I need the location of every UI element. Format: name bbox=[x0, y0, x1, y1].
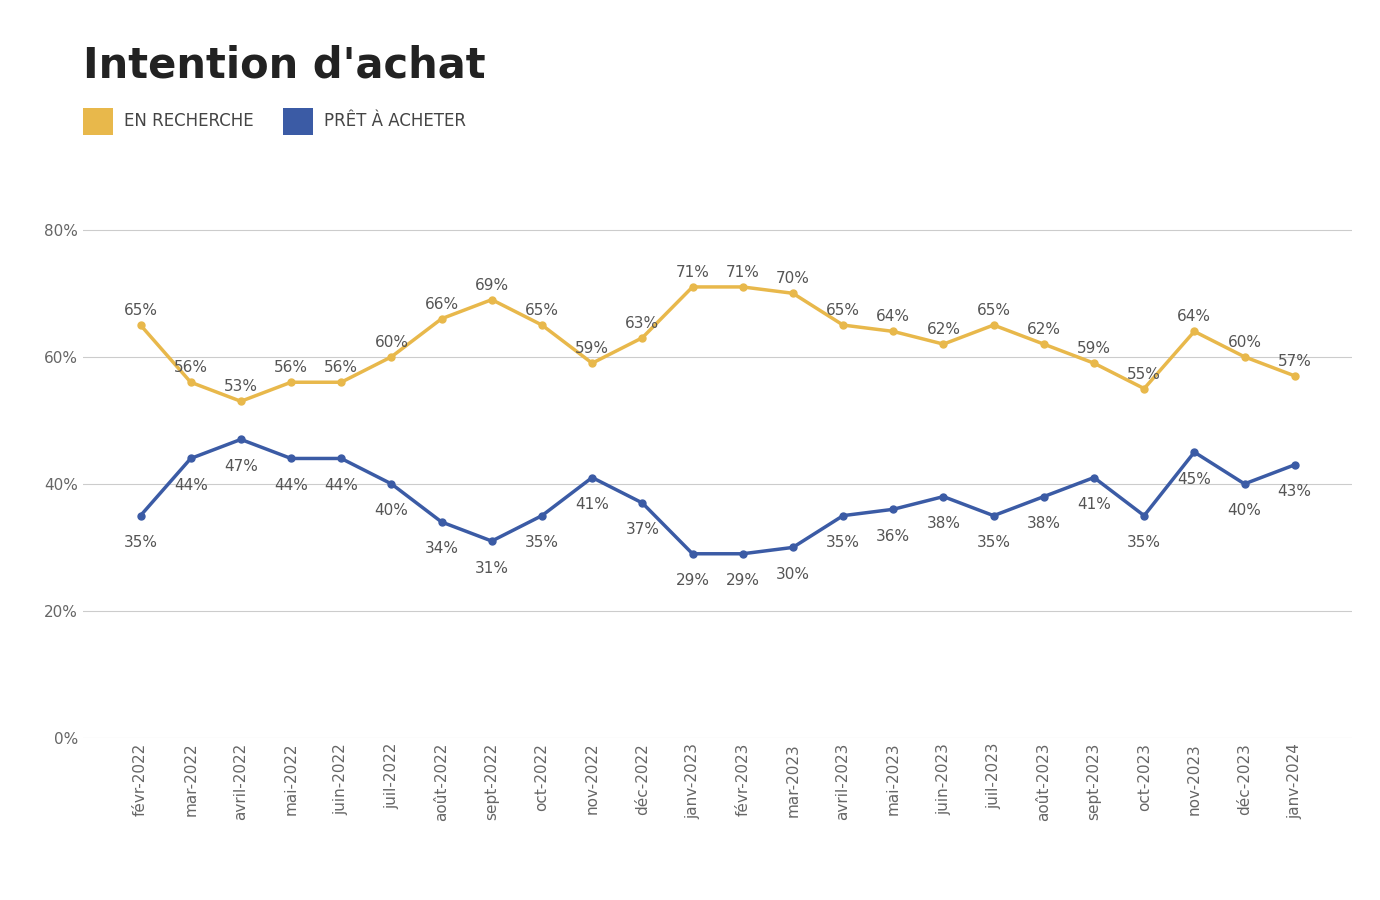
Text: 64%: 64% bbox=[1177, 310, 1212, 325]
Text: 71%: 71% bbox=[676, 265, 709, 280]
Text: PRÊT À ACHETER: PRÊT À ACHETER bbox=[324, 112, 466, 130]
Text: 65%: 65% bbox=[123, 303, 157, 318]
Text: 35%: 35% bbox=[827, 536, 860, 550]
Text: 44%: 44% bbox=[275, 478, 308, 493]
Text: 59%: 59% bbox=[1076, 341, 1111, 356]
Text: 35%: 35% bbox=[977, 536, 1010, 550]
Text: 40%: 40% bbox=[1228, 503, 1261, 518]
Text: 40%: 40% bbox=[374, 503, 408, 518]
Text: 65%: 65% bbox=[977, 303, 1010, 318]
Text: 62%: 62% bbox=[926, 322, 960, 338]
Text: 69%: 69% bbox=[475, 278, 509, 293]
Text: Intention d'achat: Intention d'achat bbox=[83, 45, 486, 87]
Text: 63%: 63% bbox=[625, 316, 660, 331]
Text: 35%: 35% bbox=[1127, 536, 1161, 550]
Text: 45%: 45% bbox=[1177, 472, 1212, 487]
Text: 70%: 70% bbox=[776, 271, 810, 286]
Text: 29%: 29% bbox=[675, 573, 709, 589]
Text: 41%: 41% bbox=[575, 497, 609, 512]
Text: 62%: 62% bbox=[1027, 322, 1061, 338]
Text: 71%: 71% bbox=[726, 265, 759, 280]
Text: 56%: 56% bbox=[275, 360, 308, 375]
Text: 60%: 60% bbox=[374, 335, 408, 350]
Text: 60%: 60% bbox=[1227, 335, 1261, 350]
Text: 29%: 29% bbox=[726, 573, 760, 589]
Text: 53%: 53% bbox=[224, 379, 258, 394]
Text: 30%: 30% bbox=[776, 567, 810, 582]
Text: 44%: 44% bbox=[174, 478, 207, 493]
Text: EN RECHERCHE: EN RECHERCHE bbox=[124, 112, 254, 130]
Text: 35%: 35% bbox=[123, 536, 157, 550]
Text: 35%: 35% bbox=[524, 536, 559, 550]
Text: 34%: 34% bbox=[425, 542, 458, 556]
Text: 43%: 43% bbox=[1278, 484, 1312, 500]
Text: 57%: 57% bbox=[1278, 354, 1311, 369]
Text: 65%: 65% bbox=[827, 303, 860, 318]
Text: 47%: 47% bbox=[224, 459, 258, 474]
Text: 59%: 59% bbox=[575, 341, 609, 356]
Text: 41%: 41% bbox=[1076, 497, 1111, 512]
Text: 38%: 38% bbox=[1027, 516, 1061, 531]
Text: 56%: 56% bbox=[324, 360, 359, 375]
Text: 44%: 44% bbox=[324, 478, 359, 493]
Text: 65%: 65% bbox=[524, 303, 559, 318]
Text: 66%: 66% bbox=[425, 297, 458, 311]
Text: 64%: 64% bbox=[876, 310, 911, 325]
Text: 56%: 56% bbox=[174, 360, 208, 375]
Text: 36%: 36% bbox=[876, 528, 911, 544]
Text: 55%: 55% bbox=[1127, 366, 1161, 382]
Text: 38%: 38% bbox=[926, 516, 960, 531]
Text: 31%: 31% bbox=[475, 561, 509, 575]
Text: 37%: 37% bbox=[625, 522, 660, 537]
